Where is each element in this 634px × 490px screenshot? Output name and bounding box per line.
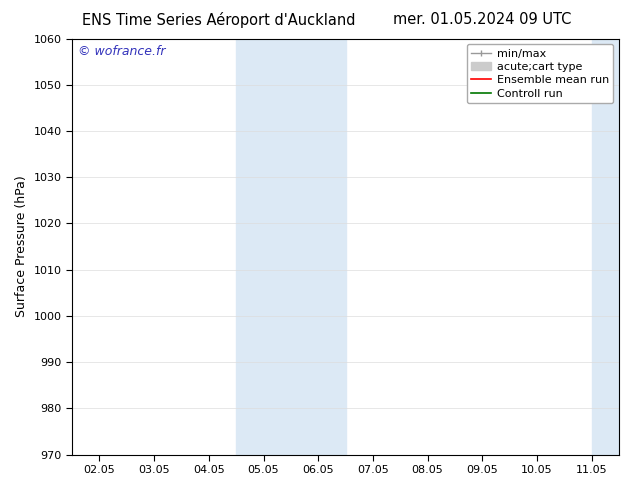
Y-axis label: Surface Pressure (hPa): Surface Pressure (hPa) xyxy=(15,176,28,318)
Text: © wofrance.fr: © wofrance.fr xyxy=(77,45,165,58)
Text: ENS Time Series Aéroport d'Auckland: ENS Time Series Aéroport d'Auckland xyxy=(82,12,356,28)
Legend: min/max, acute;cart type, Ensemble mean run, Controll run: min/max, acute;cart type, Ensemble mean … xyxy=(467,44,614,103)
Text: mer. 01.05.2024 09 UTC: mer. 01.05.2024 09 UTC xyxy=(393,12,571,27)
Bar xyxy=(592,39,619,455)
Bar xyxy=(236,39,346,455)
